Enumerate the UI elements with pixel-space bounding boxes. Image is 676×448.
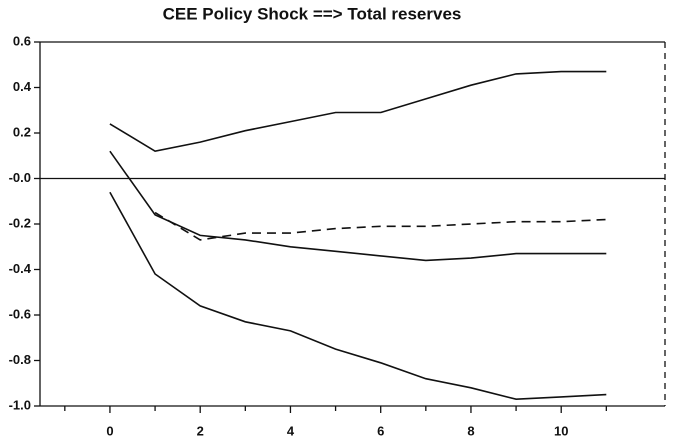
x-tick-label: 0 [106, 423, 113, 438]
x-tick-label: 10 [554, 423, 568, 438]
series-line [109, 150, 607, 262]
chart-title: CEE Policy Shock ==> Total reserves [163, 4, 462, 23]
y-tick-label: -0.6 [9, 306, 31, 321]
x-tick-label: 6 [377, 423, 384, 438]
y-tick-label: -0.8 [9, 352, 31, 367]
series-line [154, 211, 607, 241]
y-tick-label: 0.2 [13, 124, 31, 139]
y-tick-label: -0.2 [9, 215, 31, 230]
x-tick-label: 4 [287, 423, 295, 438]
x-tick-label: 8 [467, 423, 474, 438]
y-tick-label: 0.4 [13, 79, 32, 94]
y-tick-label: -0.4 [9, 261, 32, 276]
y-tick-label: -0.0 [9, 170, 31, 185]
series-line [109, 191, 607, 401]
x-tick-label: 2 [197, 423, 204, 438]
series-line [109, 70, 607, 153]
y-tick-label: -1.0 [9, 397, 31, 412]
y-tick-label: 0.6 [13, 33, 31, 48]
